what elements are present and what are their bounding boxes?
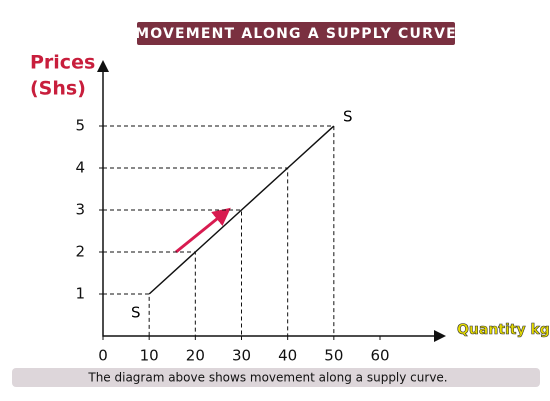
y-tick-label: 1 (75, 285, 85, 303)
chart-title: MOVEMENT ALONG A SUPPLY CURVE (135, 26, 457, 42)
title-box (137, 22, 455, 45)
x-tick-label: 40 (278, 347, 297, 365)
caption-box (12, 368, 540, 387)
x-tick-label: 0 (98, 347, 108, 365)
y-tick-label: 4 (75, 159, 85, 177)
x-tick-label: 10 (140, 347, 159, 365)
y-axis-label: Prices (30, 52, 95, 74)
supply-curve (148, 125, 335, 295)
guide-line (103, 293, 150, 336)
caption: The diagram above shows movement along a… (87, 371, 447, 385)
y-tick-label: 5 (75, 117, 85, 135)
x-axis-label: Quantity kg (457, 322, 550, 338)
x-tick-label: 30 (232, 347, 251, 365)
y-tick-label: 3 (75, 201, 85, 219)
x-tick-label: 20 (186, 347, 205, 365)
movement-arrow (175, 207, 231, 254)
axes (102, 66, 440, 337)
x-tick-label: 60 (370, 347, 389, 365)
curve-label: S (131, 304, 141, 322)
curve-label: S (343, 108, 353, 126)
x-tick-label: 50 (324, 347, 343, 365)
y-axis-label: (Shs) (30, 78, 86, 100)
y-tick-label: 2 (75, 243, 85, 261)
